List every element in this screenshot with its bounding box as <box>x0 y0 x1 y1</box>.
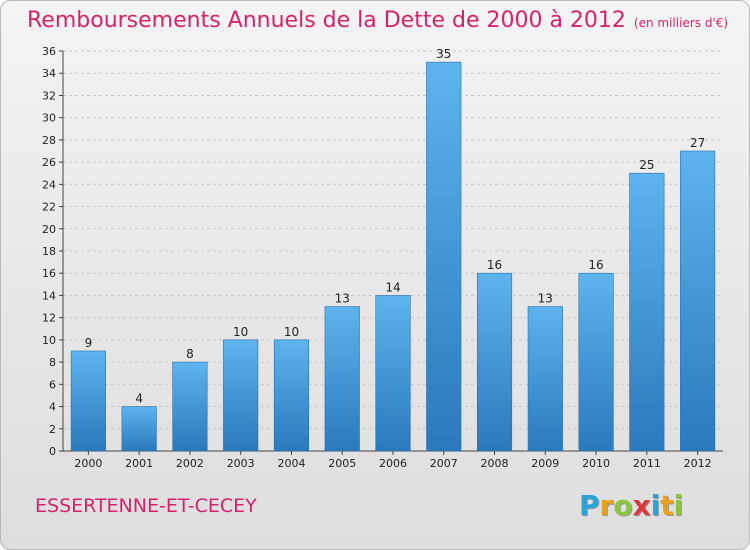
data-label: 4 <box>135 392 143 406</box>
y-tick-label: 4 <box>49 401 56 414</box>
y-tick-label: 10 <box>42 334 56 347</box>
y-tick-label: 32 <box>42 89 56 102</box>
chart-title: Remboursements Annuels de la Dette de 20… <box>27 8 728 33</box>
bar <box>324 306 360 452</box>
x-tick-label: 2010 <box>582 457 610 470</box>
logo-letter: o <box>613 489 633 522</box>
y-tick-label: 16 <box>42 267 56 280</box>
x-tick-label: 2004 <box>277 457 305 470</box>
logo-letter: i <box>673 489 684 522</box>
x-tick-label: 2007 <box>430 457 458 470</box>
logo-letter: r <box>599 489 614 522</box>
data-label: 13 <box>335 292 350 306</box>
bar <box>578 272 614 452</box>
x-tick-label: 2011 <box>633 457 661 470</box>
logo-letter: t <box>660 489 674 522</box>
x-tick-label: 2008 <box>481 457 509 470</box>
bars <box>70 61 716 452</box>
y-tick-label: 22 <box>42 201 56 214</box>
y-tick-label: 2 <box>49 423 56 436</box>
data-label: 14 <box>385 280 400 294</box>
bar <box>680 150 716 452</box>
logo-letter: x <box>632 489 651 522</box>
x-tick-label: 2000 <box>74 457 102 470</box>
y-tick-label: 18 <box>42 245 56 258</box>
x-tick-label: 2002 <box>176 457 204 470</box>
data-label: 10 <box>284 325 299 339</box>
bar <box>273 339 310 452</box>
y-tick-label: 28 <box>42 134 56 147</box>
data-label: 16 <box>487 258 502 272</box>
data-label: 13 <box>538 292 553 306</box>
x-tick-label: 2005 <box>328 457 356 470</box>
y-tick-label: 6 <box>49 378 56 391</box>
x-tick-label: 2001 <box>125 457 153 470</box>
y-tick-label: 0 <box>49 445 56 458</box>
y-tick-label: 24 <box>42 178 56 191</box>
bar <box>375 295 411 452</box>
chart-title-text: Remboursements Annuels de la Dette de 20… <box>27 8 626 33</box>
y-tick-label: 14 <box>42 289 56 302</box>
data-label: 8 <box>186 347 194 361</box>
y-tick-label: 36 <box>42 45 56 58</box>
x-tick-label: 2006 <box>379 457 407 470</box>
data-label: 9 <box>85 336 93 350</box>
x-axis-labels: 2000 2001 2002 2003 2004 2005 2006 2007 2008 2009… <box>74 451 712 470</box>
x-tick-label: 2012 <box>684 457 712 470</box>
bar <box>629 172 665 452</box>
y-tick-label: 30 <box>42 112 56 125</box>
bar <box>70 350 106 452</box>
proxiti-logo: Proxiti <box>579 489 683 522</box>
y-tick-label: 12 <box>42 312 56 325</box>
data-labels: 9 4 8 10 10 13 14 35 16 13 16 25 27 <box>85 47 706 405</box>
y-tick-label: 34 <box>42 67 56 80</box>
bar <box>476 272 513 452</box>
y-tick-label: 26 <box>42 156 56 169</box>
y-tick-label: 8 <box>49 356 56 369</box>
data-label: 27 <box>690 136 705 150</box>
logo-letter: P <box>579 489 600 522</box>
bar <box>426 61 462 452</box>
data-label: 25 <box>639 158 654 172</box>
x-tick-label: 2003 <box>227 457 255 470</box>
y-tick-label: 20 <box>42 223 56 236</box>
bar <box>172 361 208 452</box>
data-label: 10 <box>233 325 248 339</box>
data-label: 35 <box>436 47 451 61</box>
chart-unit: (en milliers d'€) <box>633 16 729 30</box>
data-label: 16 <box>588 258 603 272</box>
bar <box>527 306 563 452</box>
commune-name: ESSERTENNE-ET-CECEY <box>35 495 257 517</box>
x-tick-label: 2009 <box>531 457 559 470</box>
bar <box>121 406 157 452</box>
bar <box>223 339 259 452</box>
logo-letter: i <box>650 489 661 522</box>
